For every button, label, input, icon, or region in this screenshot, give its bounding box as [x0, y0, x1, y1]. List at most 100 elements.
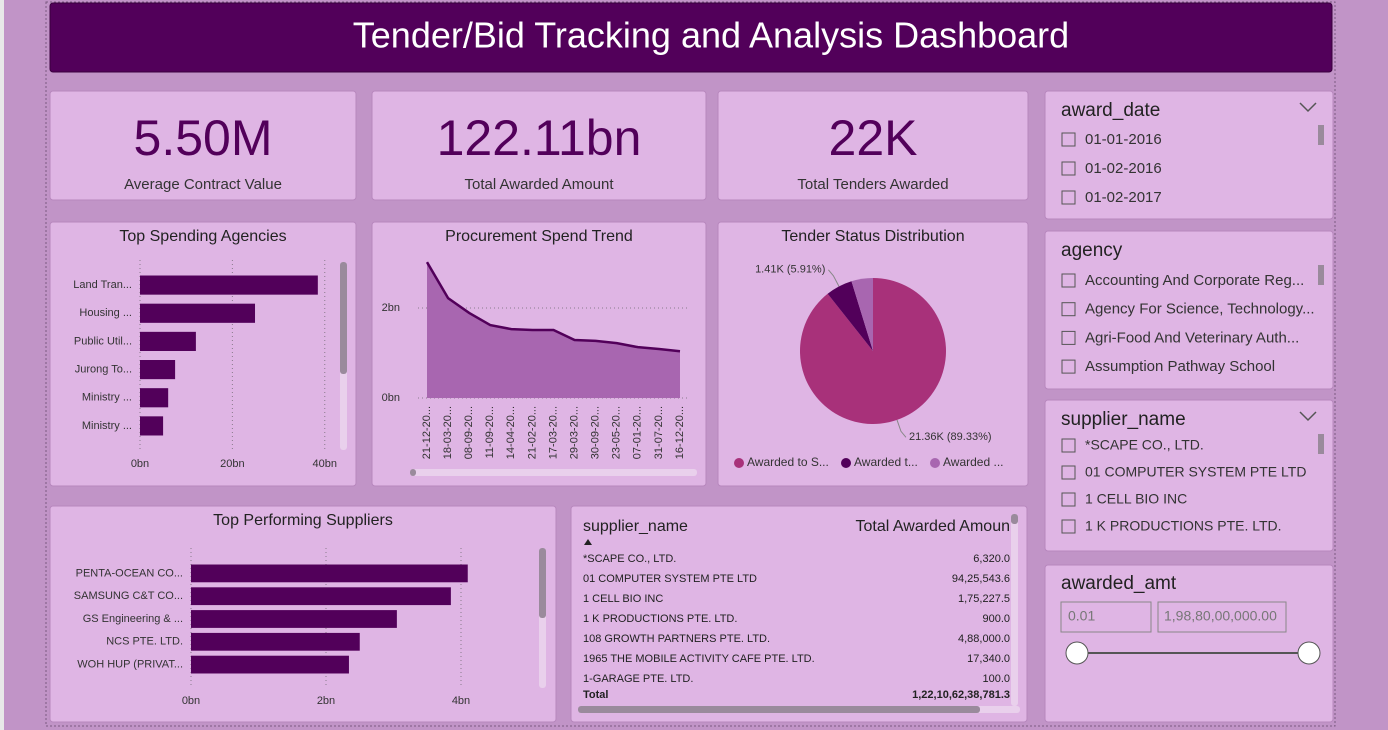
- legend-label[interactable]: Awarded to S...: [747, 455, 829, 469]
- card: [717, 90, 1029, 201]
- y-tick-label: Public Util...: [74, 335, 132, 347]
- scroll-thumb[interactable]: [340, 262, 347, 374]
- checkbox[interactable]: [1061, 132, 1076, 147]
- bar: [191, 632, 360, 651]
- slider-handle[interactable]: [1297, 641, 1321, 665]
- x-tick-label: 17-03-20...: [547, 406, 559, 459]
- x-tick-label: 08-09-20...: [463, 406, 475, 459]
- slicer-item[interactable]: 01-02-2017: [1085, 189, 1162, 206]
- y-tick-label: Jurong To...: [75, 363, 132, 375]
- sort-arrow[interactable]: [584, 539, 592, 545]
- table-cell: 6,320.0: [973, 553, 1010, 565]
- card: [1044, 564, 1334, 723]
- slicer-item[interactable]: 1 CELL BIO INC: [1085, 491, 1187, 507]
- x-tick-label: 16-12-20...: [674, 406, 686, 459]
- scrollbars: [340, 125, 1324, 713]
- card: [371, 90, 707, 201]
- kpi-value: 22K: [829, 110, 918, 166]
- checkbox[interactable]: [1061, 359, 1076, 374]
- checkbox[interactable]: [1061, 161, 1076, 176]
- kpi-label: Average Contract Value: [124, 176, 282, 193]
- checkbox[interactable]: [1061, 273, 1076, 288]
- title-bar: [49, 2, 1333, 73]
- slicer-item[interactable]: 01 COMPUTER SYSTEM PTE LTD: [1085, 464, 1306, 480]
- dropdown-chevron[interactable]: [1299, 411, 1317, 422]
- bar: [191, 655, 349, 674]
- legend-swatch[interactable]: [930, 458, 940, 468]
- dropdown-chevron[interactable]: [1299, 102, 1317, 113]
- bar: [191, 587, 451, 606]
- table-cell: *SCAPE CO., LTD.: [583, 553, 676, 565]
- slicer-title: awarded_amt: [1061, 573, 1177, 594]
- x-tick-label: 18-03-20...: [442, 406, 454, 459]
- legend-swatch[interactable]: [841, 458, 851, 468]
- chart-title: Top Performing Suppliers: [213, 512, 393, 529]
- table-cell: 94,25,543.6: [952, 573, 1010, 585]
- y-tick-label: GS Engineering & ...: [83, 613, 183, 625]
- range-input[interactable]: [1157, 601, 1287, 633]
- kpi-label: Total Tenders Awarded: [797, 176, 948, 193]
- table-cell: 1-GARAGE PTE. LTD.: [583, 673, 693, 685]
- checkbox[interactable]: [1061, 190, 1076, 205]
- x-tick-label: 0bn: [182, 695, 200, 707]
- scroll-track[interactable]: [1011, 514, 1018, 706]
- checkbox[interactable]: [1061, 438, 1076, 453]
- scroll-thumb[interactable]: [1011, 514, 1018, 524]
- slider-handle[interactable]: [1065, 641, 1089, 665]
- column-header[interactable]: supplier_name: [583, 518, 688, 535]
- scroll-thumb[interactable]: [1318, 265, 1324, 285]
- range-value: 0.01: [1068, 608, 1095, 624]
- bar: [140, 416, 164, 436]
- x-tick-label: 21-12-20...: [421, 406, 433, 459]
- x-tick-label: 4bn: [452, 695, 470, 707]
- y-tick-label: Ministry ...: [82, 420, 132, 432]
- scroll-thumb[interactable]: [410, 469, 416, 476]
- checkbox[interactable]: [1061, 492, 1076, 507]
- chart-title: Top Spending Agencies: [119, 228, 286, 245]
- checkbox[interactable]: [1061, 302, 1076, 317]
- checkbox[interactable]: [1061, 519, 1076, 534]
- x-tick-label: 20bn: [220, 458, 244, 470]
- checkbox[interactable]: [1061, 465, 1076, 480]
- y-tick-label: WOH HUP (PRIVAT...: [77, 659, 183, 671]
- slicer-item[interactable]: Agri-Food And Veterinary Auth...: [1085, 329, 1299, 346]
- range-input[interactable]: [1060, 601, 1152, 633]
- slicer-item[interactable]: 01-01-2016: [1085, 131, 1162, 148]
- kpi-value: 5.50M: [134, 110, 273, 166]
- slicer-title: agency: [1061, 240, 1123, 261]
- table-cell: 01 COMPUTER SYSTEM PTE LTD: [583, 573, 757, 585]
- card: [49, 221, 357, 487]
- window-edge: [0, 0, 4, 730]
- checkbox[interactable]: [1061, 330, 1076, 345]
- table-cell: 1965 THE MOBILE ACTIVITY CAFE PTE. LTD.: [583, 653, 815, 665]
- legend-label[interactable]: Awarded t...: [854, 455, 918, 469]
- card: [49, 90, 357, 201]
- slicer-item[interactable]: Agency For Science, Technology...: [1085, 301, 1315, 318]
- legend-label[interactable]: Awarded ...: [943, 455, 1003, 469]
- bar: [140, 360, 176, 380]
- table-cell: 100.0: [982, 673, 1010, 685]
- bar: [191, 610, 397, 628]
- slicer-item[interactable]: Assumption Pathway School: [1085, 358, 1275, 375]
- x-tick-label: 07-01-20...: [632, 406, 644, 459]
- card: [1044, 230, 1334, 390]
- x-tick-label: 23-05-20...: [611, 406, 623, 459]
- table-cell: 17,340.0: [967, 653, 1010, 665]
- legend-swatch[interactable]: [734, 458, 744, 468]
- kpi-label: Total Awarded Amount: [465, 176, 615, 193]
- scroll-thumb[interactable]: [1318, 434, 1324, 454]
- scroll-thumb[interactable]: [1318, 125, 1324, 145]
- x-tick-label: 14-04-20...: [505, 406, 517, 459]
- slicer-item[interactable]: 1 K PRODUCTIONS PTE. LTD.: [1085, 518, 1282, 534]
- table-cell: 4,88,000.0: [958, 633, 1010, 645]
- y-tick-label: SAMSUNG C&T CO...: [74, 590, 183, 602]
- slicer-item[interactable]: *SCAPE CO., LTD.: [1085, 437, 1204, 453]
- scroll-thumb[interactable]: [539, 548, 546, 618]
- scroll-thumb[interactable]: [578, 706, 980, 713]
- slicer-item[interactable]: 01-02-2016: [1085, 160, 1162, 177]
- scroll-track[interactable]: [410, 469, 697, 476]
- table-cell: 1 CELL BIO INC: [583, 593, 663, 605]
- slicer-item[interactable]: Accounting And Corporate Reg...: [1085, 272, 1304, 289]
- chart-title: Procurement Spend Trend: [445, 228, 633, 245]
- column-header[interactable]: Total Awarded Amoun: [856, 518, 1010, 535]
